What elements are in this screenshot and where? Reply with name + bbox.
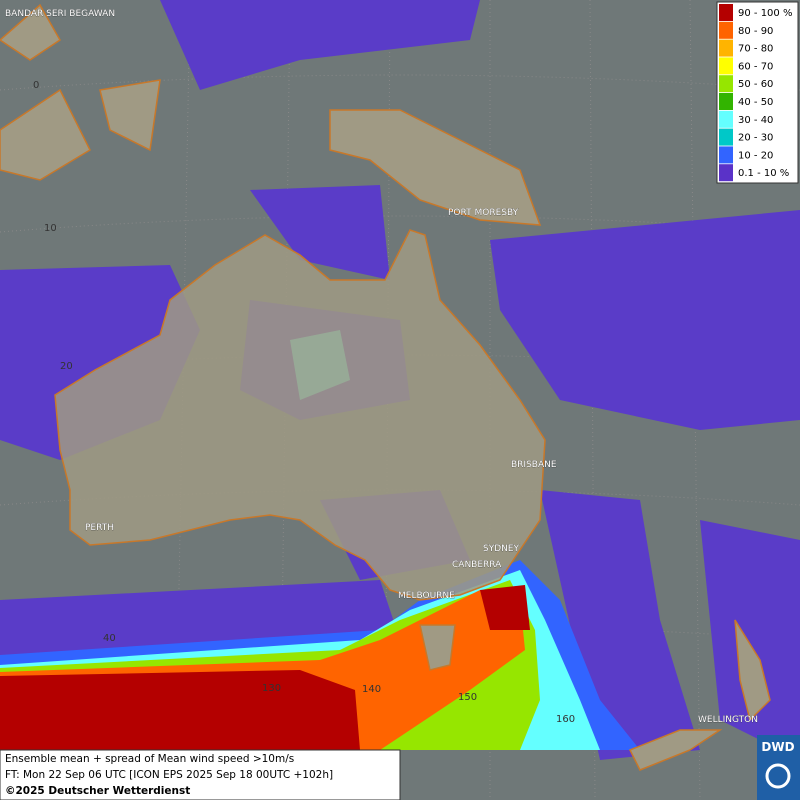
- caption-box: [0, 749, 401, 800]
- logo-box: [757, 735, 800, 800]
- legend-label: 70 - 80: [738, 44, 773, 55]
- legend-label: 0.1 - 10 %: [738, 168, 789, 179]
- legend-swatch: [719, 39, 733, 57]
- grid-label: 150: [458, 692, 477, 703]
- caption-line: FT: Mon 22 Sep 06 UTC [ICON EPS 2025 Sep…: [5, 769, 333, 781]
- grid-label: 0: [33, 80, 39, 91]
- grid-label: 160: [556, 714, 575, 725]
- legend-label: 30 - 40: [738, 115, 773, 126]
- logo-icon: [765, 763, 791, 789]
- grid-label: 20: [60, 361, 73, 372]
- probability-high: [0, 330, 640, 750]
- legend-swatch: [719, 93, 733, 110]
- legend-label: 90 - 100 %: [738, 8, 792, 19]
- place-label: BRISBANE: [511, 460, 557, 470]
- grid-label: 140: [362, 684, 381, 695]
- grid-label: 130: [262, 683, 281, 694]
- place-label: CANBERRA: [452, 560, 502, 570]
- legend-swatch: [719, 57, 733, 75]
- legend-swatch: [719, 75, 733, 93]
- place-label: MELBOURNE: [398, 591, 455, 601]
- legend-swatch: [719, 4, 733, 21]
- place-label: PORT MORESBY: [448, 208, 519, 218]
- legend-label: 50 - 60: [738, 79, 773, 90]
- grid-label: 40: [103, 633, 116, 644]
- legend-label: 10 - 20: [738, 150, 773, 161]
- legend-swatch: [719, 146, 733, 164]
- legend-swatch: [719, 128, 733, 146]
- copyright: ©2025 Deutscher Wetterdienst: [5, 785, 190, 797]
- legend-label: 80 - 90: [738, 26, 773, 37]
- legend-swatch: [719, 110, 733, 128]
- place-label: SYDNEY: [483, 544, 520, 554]
- place-label: WELLINGTON: [698, 715, 758, 725]
- legend-swatch: [719, 21, 733, 39]
- place-label: BANDAR SERI BEGAWAN: [5, 9, 115, 19]
- legend-label: 60 - 70: [738, 61, 773, 72]
- grid-label: 10: [44, 223, 57, 234]
- legend: 90 - 100 % 80 - 90 70 - 80 60 - 70 50 - 60 40…: [716, 1, 799, 184]
- legend-swatch: [719, 164, 733, 182]
- legend-label: 20 - 30: [738, 133, 773, 144]
- land: [0, 3, 771, 771]
- caption-line: Ensemble mean + spread of Mean wind spee…: [5, 753, 294, 765]
- logo: DWD: [761, 740, 794, 754]
- legend-label: 40 - 50: [738, 97, 773, 108]
- place-label: PERTH: [85, 523, 114, 533]
